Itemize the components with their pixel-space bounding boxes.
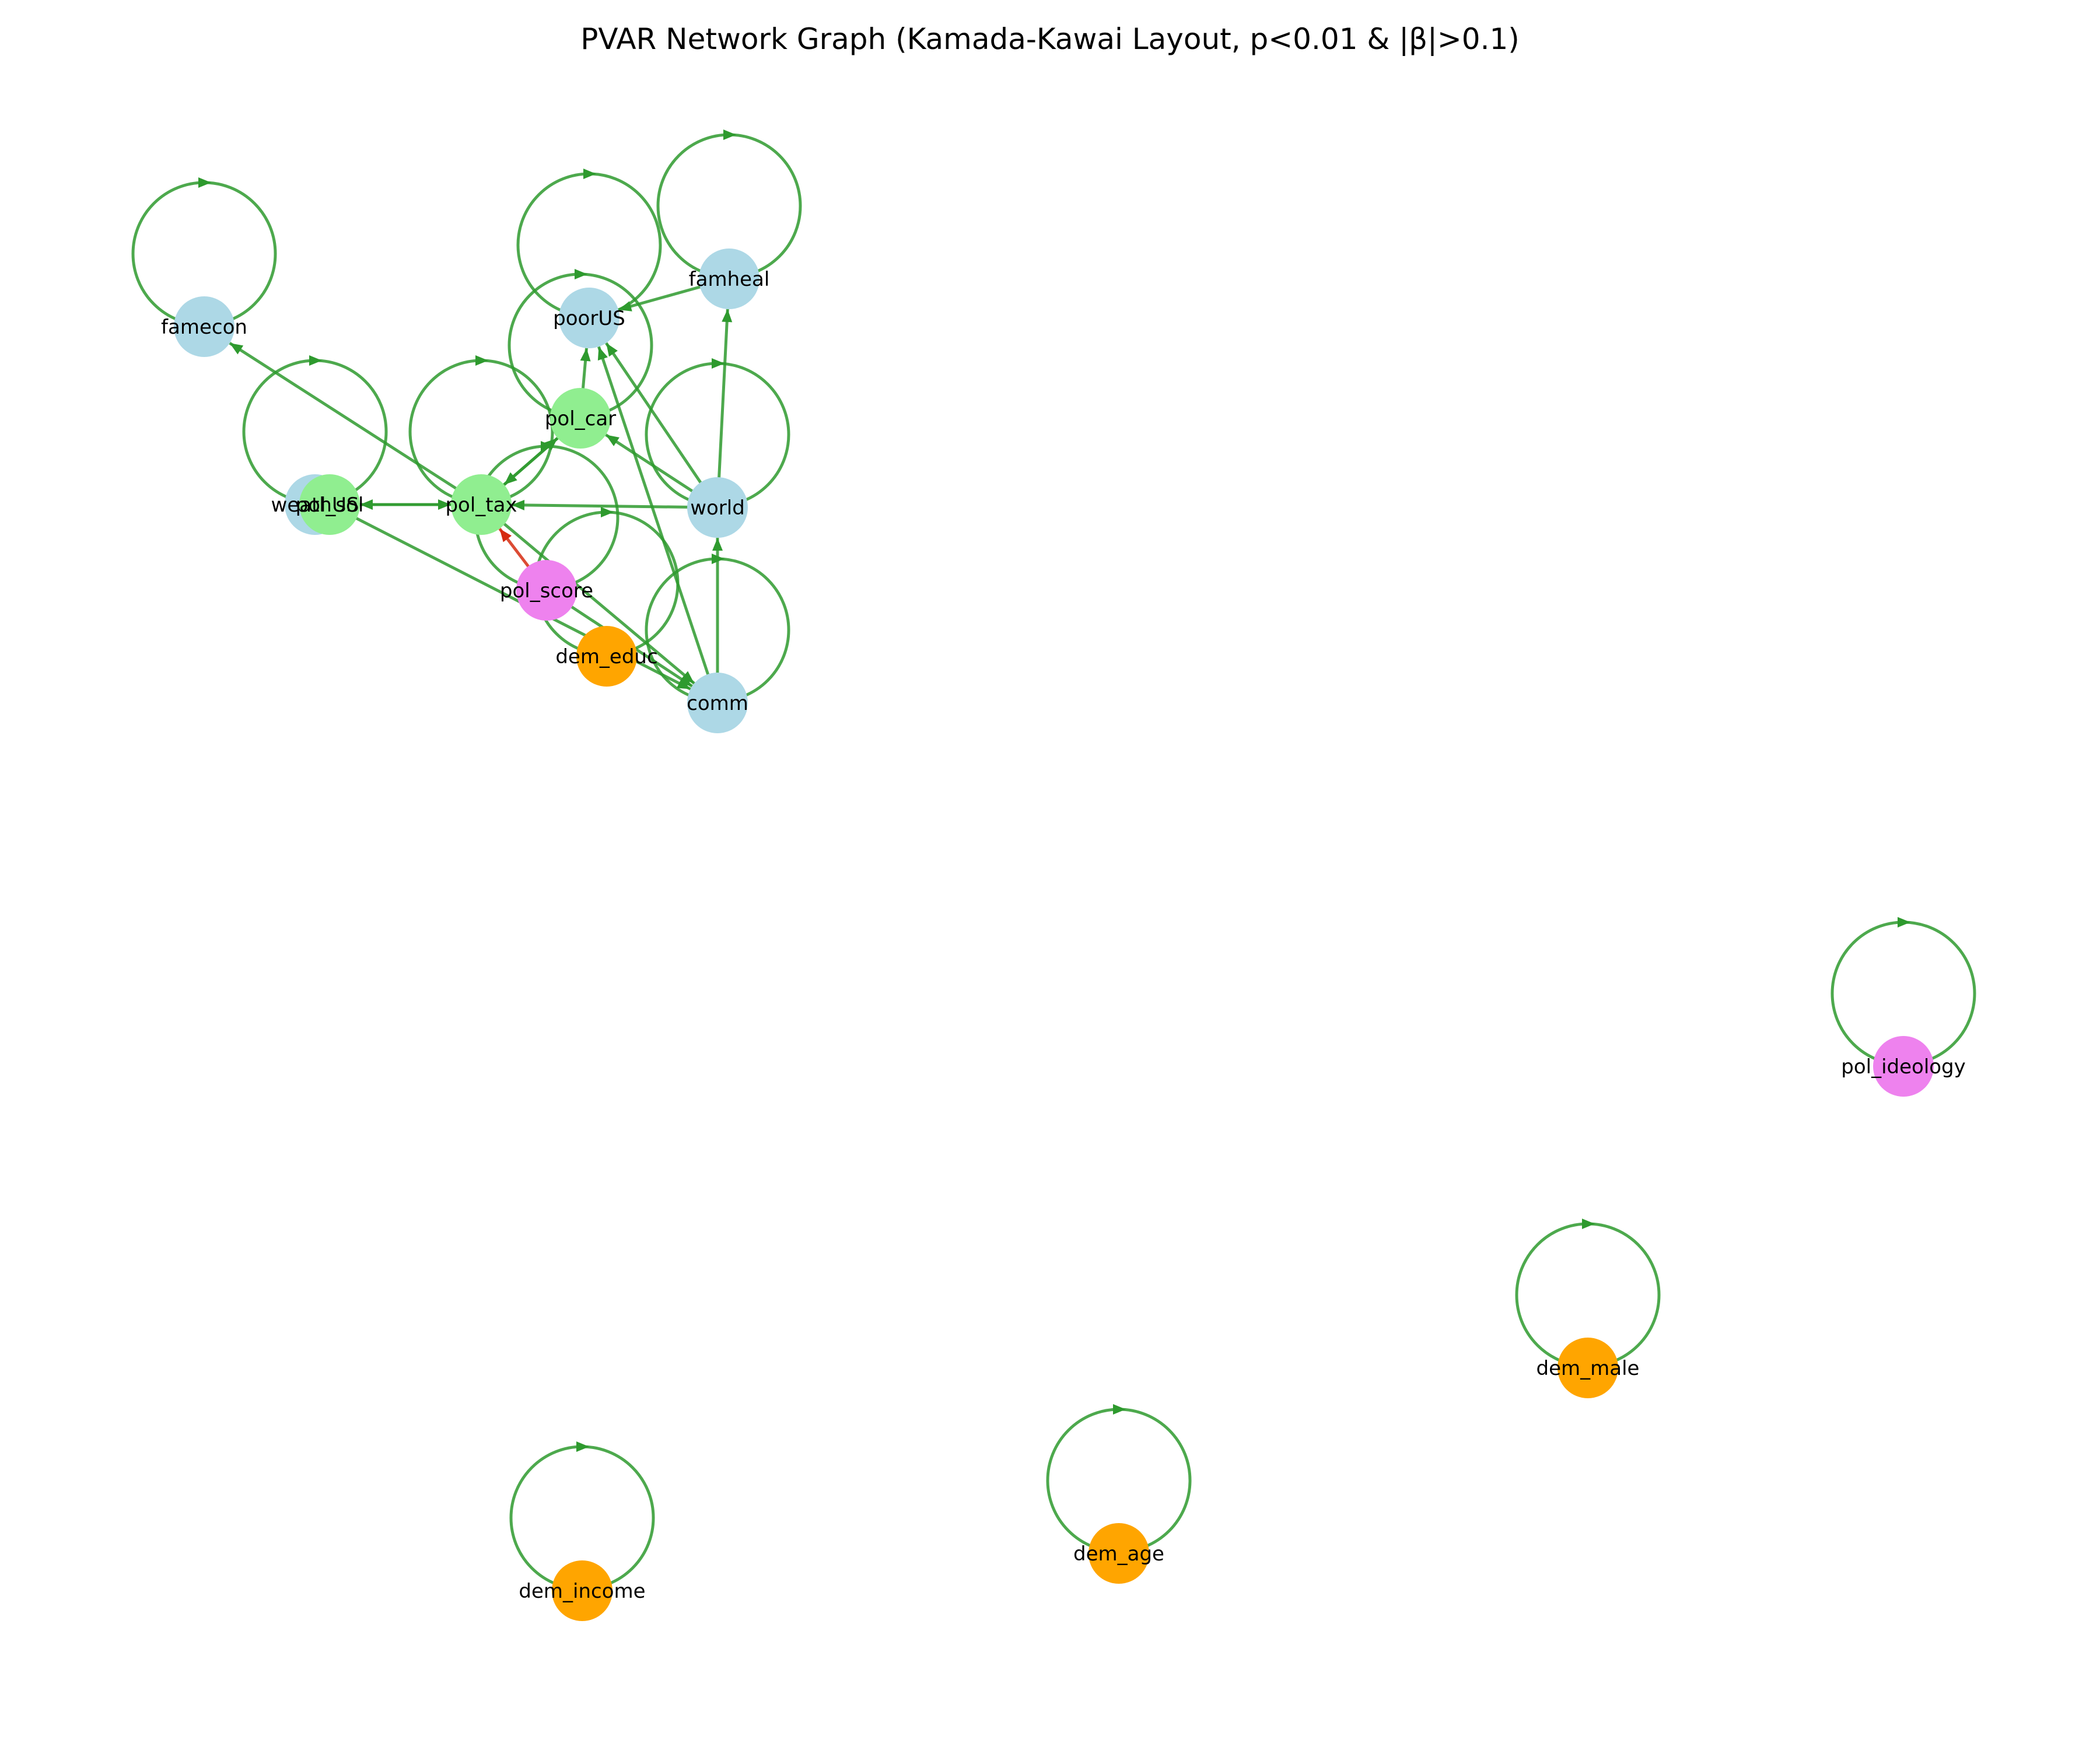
edge-arrow-world-to-pol_tax [511,499,525,510]
self-loop-layer [131,130,1976,1591]
node-label-dem_age: dem_age [1073,1542,1164,1566]
node-dem_age[interactable] [1088,1523,1149,1584]
self-loop-arrow-weathUS [309,355,322,366]
self-loop-arrow-pol_tax [475,355,488,366]
edge-pol_tax-to-famecon [229,341,467,496]
self-loop-arrow-dem_income [576,1441,589,1452]
self-loop-arrow-pol_ideology [1898,917,1910,928]
node-world[interactable] [687,477,748,538]
node-label-dem_male: dem_male [1536,1357,1640,1380]
edge-arrow-world-to-poorUS [606,343,618,357]
edge-arrow-pol_car-to-poorUS [580,348,591,362]
node-label-dem_educ: dem_educ [555,645,657,668]
node-label-famheal: famheal [689,268,770,291]
self-loop-arrow-world [712,358,724,369]
node-poorUS[interactable] [559,288,620,348]
edge-arrow-pol_tax-to-comm [681,671,695,684]
edge-arrow-world-to-famheal [722,309,733,323]
node-label-pol_ideology: pol_ideology [1841,1055,1966,1079]
self-loop-arrow-famecon [198,177,211,188]
edge-arrow-world-to-pol_car [606,435,620,446]
node-dem_income[interactable] [552,1560,612,1621]
edge-pol_car-to-pol_tax [503,429,568,486]
node-label-dem_income: dem_income [519,1580,645,1603]
node-label-pol_tax: pol_tax [445,494,517,517]
node-pol_sol[interactable] [299,474,360,535]
node-layer [174,249,1934,1621]
edge-world-to-pol_tax [511,503,699,509]
edge-world-to-poorUS [605,342,709,494]
edge-arrow-pol_tax-to-pol_sol [360,499,373,510]
edge-world-to-pol_car [605,433,704,499]
self-loop-arrow-dem_educ [601,507,614,517]
node-dem_male[interactable] [1558,1338,1618,1398]
node-pol_car[interactable] [550,388,611,449]
self-loop-arrow-dem_age [1113,1404,1126,1415]
node-label-comm: comm [687,692,748,715]
edge-arrow-pol_score-to-pol_tax [499,528,512,542]
node-label-poorUS: poorUS [553,307,625,330]
node-famecon[interactable] [174,296,235,357]
graph-title: PVAR Network Graph (Kamada-Kawai Layout,… [580,22,1520,56]
node-label-pol_score: pol_score [500,579,593,603]
node-label-pol_sol: pol_sol [296,494,364,517]
node-label-world: world [690,496,745,520]
edge-famheal-to-poorUS [618,282,712,312]
node-pol_tax[interactable] [451,474,512,535]
node-dem_educ[interactable] [576,626,637,687]
edge-arrow-comm-to-world [712,538,723,551]
edge-world-to-famheal [717,309,729,489]
node-pol_ideology[interactable] [1873,1036,1934,1097]
edge-arrow-pol_car-to-pol_tax [504,472,517,485]
node-famheal[interactable] [699,249,760,309]
node-label-pol_car: pol_car [545,407,616,430]
node-comm[interactable] [687,673,748,733]
node-label-famecon: famecon [161,316,247,339]
edge-arrow-pol_score-to-comm [678,674,692,687]
edge-pol_tax-to-comm [494,515,695,685]
edge-comm-to-poorUS [597,346,713,687]
edge-arrow-pol_tax-to-famecon [229,343,244,355]
self-loop-arrow-dem_male [1582,1219,1595,1229]
node-pol_score[interactable] [516,560,577,621]
node-label-weathUS: weathUS [271,494,359,517]
self-loop-arrow-famheal [723,130,736,140]
self-loop-arrow-pol_car [575,269,587,279]
self-loop-arrow-poorUS [583,169,596,179]
edge-arrow-famheal-to-poorUS [618,301,632,312]
edge-arrow-comm-to-poorUS [597,346,608,361]
